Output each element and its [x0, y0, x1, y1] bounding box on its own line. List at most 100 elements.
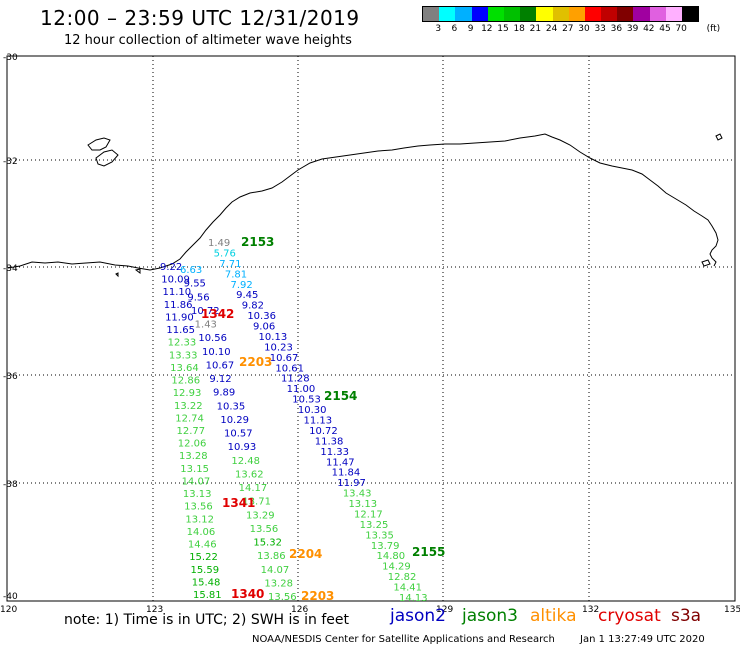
- time-label: 2203: [301, 589, 334, 603]
- lon-label: 126: [291, 605, 308, 615]
- swh-label: 13.12: [185, 514, 214, 525]
- swh-label: 13.22: [174, 401, 203, 412]
- swh-label: 13.56: [250, 524, 279, 535]
- island: [95, 149, 119, 167]
- swh-label: 11.90: [165, 312, 194, 323]
- swh-label: 13.13: [348, 499, 377, 510]
- swh-label: 10.56: [198, 333, 227, 344]
- satellite-name: jason2: [390, 606, 446, 626]
- legend-label: 27: [562, 24, 574, 34]
- swh-label: 13.33: [169, 350, 198, 361]
- swh-label: 14.17: [239, 483, 268, 494]
- swh-label: 15.81: [193, 590, 222, 601]
- legend-label: 6: [451, 24, 458, 34]
- legend-swatch: [665, 7, 682, 21]
- island: [701, 259, 711, 267]
- time-label: 1340: [231, 587, 264, 601]
- swh-label: 11.65: [166, 325, 195, 336]
- swh-label: 11.84: [332, 468, 361, 479]
- map-subtitle: 12 hour collection of altimeter wave hei…: [64, 33, 352, 48]
- swh-label: 10.10: [202, 347, 231, 358]
- lon-label: 132: [582, 605, 599, 615]
- swh-label: 11.86: [164, 300, 193, 311]
- lat-label: -40: [3, 592, 18, 602]
- swh-label: 9.56: [187, 292, 209, 303]
- swh-label: 7.71: [219, 259, 241, 270]
- satellite-name: cryosat: [598, 606, 661, 626]
- legend-swatch: [568, 7, 585, 21]
- legend-swatch: [520, 7, 537, 21]
- swh-label: 14.07: [261, 565, 290, 576]
- swh-label: 13.35: [365, 530, 394, 541]
- legend-labels: 3 6 9 12 15 18 21 24 27 30 33 36 39 42 45 70 (ft): [422, 22, 720, 36]
- map-frame: [6, 55, 736, 602]
- time-label: 2153: [241, 235, 274, 249]
- swh-label: 1.43: [195, 320, 217, 331]
- swh-label: 11.00: [287, 384, 316, 395]
- legend-swatch: [455, 7, 472, 21]
- satellite-name: jason3: [462, 606, 518, 626]
- graticule: [7, 56, 735, 601]
- footer-credit: NOAA/NESDIS Center for Satellite Applica…: [252, 634, 555, 645]
- legend-label: 3: [435, 24, 442, 34]
- swh-label: 9.82: [242, 301, 264, 312]
- swh-label: 14.46: [188, 540, 217, 551]
- swh-label: 11.47: [326, 457, 355, 468]
- swh-label: 15.32: [253, 538, 282, 549]
- track-labels: 1.495.767.717.817.929.459.8210.369.0610.…: [160, 238, 428, 604]
- legend-label: 12: [481, 24, 493, 34]
- time-label: 2155: [412, 545, 445, 559]
- lat-label: -32: [3, 157, 18, 167]
- swh-label: 13.56: [268, 592, 297, 603]
- swh-label: 15.22: [189, 552, 218, 563]
- swh-label: 5.76: [214, 248, 236, 259]
- swh-label: 14.13: [399, 593, 428, 604]
- lon-label: 129: [436, 605, 453, 615]
- island: [715, 133, 723, 141]
- time-label: 2204: [289, 547, 322, 561]
- swh-label: 13.29: [246, 510, 275, 521]
- swh-label: 12.48: [231, 456, 260, 467]
- lat-label: -34: [3, 264, 18, 274]
- swh-label: 11.28: [281, 374, 310, 385]
- swh-label: 10.72: [309, 426, 338, 437]
- swh-label: 15.59: [190, 565, 219, 576]
- map-title: 12:00 – 23:59 UTC 12/31/2019: [40, 6, 360, 30]
- swh-label: 14.06: [187, 527, 216, 538]
- swh-label: 12.77: [177, 426, 206, 437]
- island: [134, 268, 141, 274]
- swh-label: 14.29: [382, 562, 411, 573]
- swh-label: 13.28: [264, 578, 293, 589]
- swh-label: 6.63: [180, 265, 202, 276]
- swh-label: 9.45: [236, 290, 258, 301]
- swh-label: 10.93: [228, 442, 257, 453]
- swh-label: 13.86: [257, 551, 286, 562]
- swh-label: 10.57: [224, 429, 253, 440]
- lat-label: -38: [3, 480, 18, 490]
- legend-swatch: [471, 7, 488, 21]
- island: [87, 137, 111, 151]
- time-label: 1341: [222, 496, 255, 510]
- swh-label: 14.07: [182, 476, 211, 487]
- swh-label: 7.92: [230, 280, 252, 291]
- axis-labels: -30 -32 -34 -36 -38 -40 120 123 126 129 132 135: [0, 53, 740, 615]
- coastline: [7, 133, 719, 271]
- legend-label: 21: [529, 24, 542, 34]
- swh-label: 9.89: [213, 388, 235, 399]
- swh-label: 10.09: [161, 275, 190, 286]
- legend-label: 18: [513, 24, 525, 34]
- legend-swatch: [584, 7, 602, 21]
- swh-label: 13.25: [360, 520, 389, 531]
- legend-label: 45: [659, 24, 671, 34]
- swh-label: 13.56: [184, 502, 213, 513]
- legend-swatch: [487, 7, 504, 21]
- legend-swatch: [536, 7, 553, 21]
- time-label: 2154: [324, 389, 357, 403]
- swh-label: 13.71: [242, 497, 271, 508]
- swh-label: 10.67: [206, 360, 235, 371]
- legend-swatch: [439, 7, 456, 21]
- legend-color-bar: [422, 6, 700, 22]
- swh-label: 10.23: [264, 342, 293, 353]
- swh-label: 11.97: [337, 478, 366, 489]
- lon-label: 135: [724, 605, 740, 615]
